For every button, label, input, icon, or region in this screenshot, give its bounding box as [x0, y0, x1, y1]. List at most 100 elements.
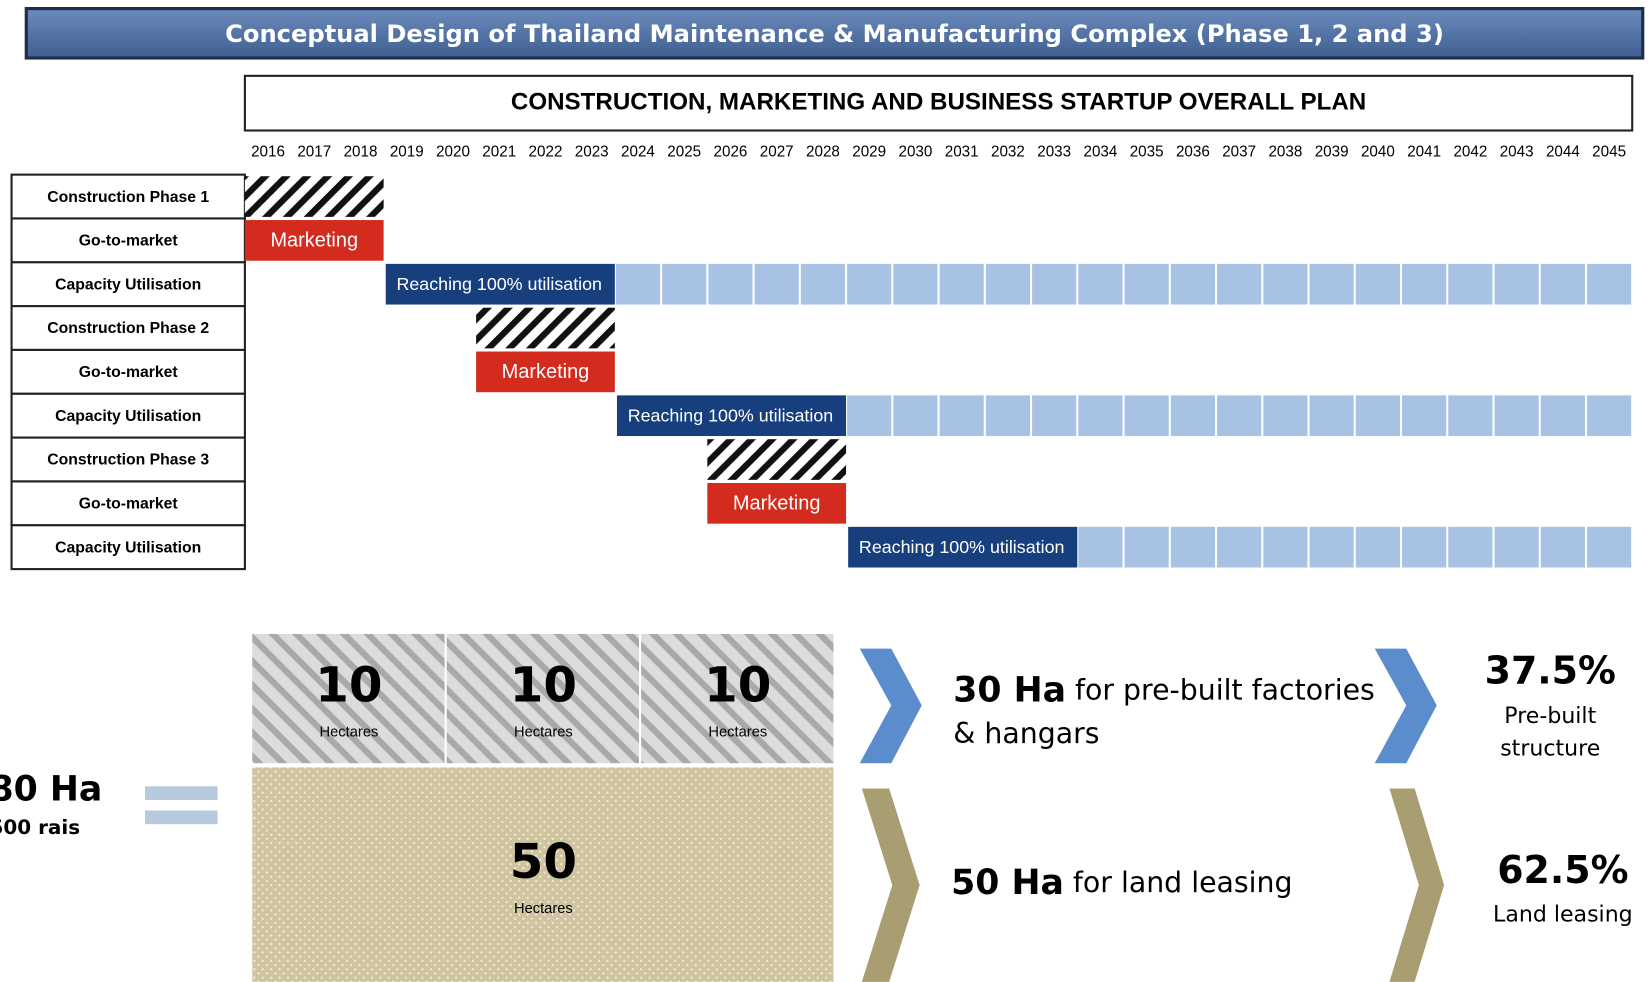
- year-label: 2039: [1315, 144, 1349, 161]
- year-label: 2020: [436, 144, 470, 161]
- construction-bar: [476, 307, 615, 349]
- chevron: [861, 788, 920, 982]
- bar-label: Marketing: [502, 361, 590, 383]
- row-label-box: [10, 436, 246, 483]
- full-utilisation-cell: [1355, 395, 1400, 437]
- leasing-block: [252, 767, 834, 982]
- pre-built-label: Pre-built: [1504, 704, 1596, 729]
- full-utilisation-cell: [847, 263, 892, 305]
- marketing-bar: [476, 351, 615, 393]
- year-label: 2042: [1453, 144, 1487, 161]
- year-label: 2025: [667, 144, 701, 161]
- full-utilisation-cell: [1217, 526, 1262, 568]
- full-utilisation-cell: [1263, 395, 1308, 437]
- full-utilisation-cell: [1540, 395, 1585, 437]
- row-label-box: [10, 348, 246, 395]
- plan-title-box: [243, 74, 1634, 132]
- row-label: Capacity Utilisation: [55, 539, 201, 556]
- full-utilisation-cell: [1032, 395, 1077, 437]
- full-utilisation-cell: [1263, 526, 1308, 568]
- equals-top: [145, 786, 218, 800]
- pre-built-pct: 37.5%: [1485, 648, 1616, 692]
- full-utilisation-cell: [1124, 263, 1169, 305]
- row-label: Capacity Utilisation: [55, 408, 201, 425]
- full-utilisation-cell: [1587, 263, 1632, 305]
- pre-built-line2: & hangars: [953, 717, 1099, 750]
- bar-label: Reaching 100% utilisation: [859, 537, 1065, 557]
- full-utilisation-cell: [939, 263, 984, 305]
- year-label: 2045: [1592, 144, 1626, 161]
- full-utilisation-cell: [1494, 263, 1539, 305]
- full-utilisation-cell: [1309, 395, 1354, 437]
- full-utilisation-cell: [1402, 263, 1447, 305]
- leasing-text: for land leasing: [1064, 866, 1293, 899]
- pre-built-block: [446, 633, 640, 764]
- leasing-block-value: 50: [510, 834, 577, 890]
- pre-built-label: structure: [1500, 737, 1600, 762]
- full-utilisation-cell: [1448, 395, 1493, 437]
- full-utilisation-cell: [1078, 263, 1123, 305]
- pre-built-line1: 30 Ha for pre-built factories: [953, 671, 1375, 711]
- full-utilisation-cell: [1540, 526, 1585, 568]
- year-label: 2024: [621, 144, 655, 161]
- gantt: 2016 2017 2018 2019 2020 2021 2022 2023 2024 2025…: [10, 144, 1632, 571]
- full-utilisation-cell: [1355, 526, 1400, 568]
- full-utilisation-cell: [1494, 395, 1539, 437]
- title: Conceptual Design of Thailand Maintenanc…: [225, 20, 1444, 48]
- ramp-bar: [385, 263, 615, 305]
- full-utilisation-cell: [1587, 395, 1632, 437]
- full-utilisation-cell: [1170, 526, 1215, 568]
- full-utilisation-cell: [662, 263, 707, 305]
- year-label: 2043: [1500, 144, 1534, 161]
- full-utilisation-cell: [1355, 263, 1400, 305]
- full-utilisation-cell: [1448, 526, 1493, 568]
- full-utilisation-cell: [1448, 263, 1493, 305]
- full-utilisation-cell: [985, 263, 1030, 305]
- full-utilisation-cell: [985, 395, 1030, 437]
- year-label: 2018: [344, 144, 378, 161]
- full-utilisation-cell: [1587, 526, 1632, 568]
- row-label-box: [10, 480, 246, 527]
- full-utilisation-cell: [1217, 263, 1262, 305]
- year-label: 2026: [714, 144, 748, 161]
- full-utilisation-cell: [1078, 526, 1123, 568]
- block-unit: Hectares: [708, 725, 767, 741]
- full-utilisation-cell: [1263, 263, 1308, 305]
- leasing-pct: 62.5%: [1497, 848, 1628, 892]
- bar-label: Marketing: [733, 493, 821, 515]
- full-utilisation-cell: [1217, 395, 1262, 437]
- full-utilisation-cell: [893, 263, 938, 305]
- row-label: Capacity Utilisation: [55, 276, 201, 293]
- full-utilisation-cell: [1402, 395, 1447, 437]
- row-label: Go-to-market: [79, 364, 179, 381]
- block-value: 10: [315, 658, 382, 714]
- bar-label: Reaching 100% utilisation: [396, 274, 602, 294]
- full-utilisation-cell: [1540, 263, 1585, 305]
- year-label: 2044: [1546, 144, 1580, 161]
- full-utilisation-cell: [1124, 526, 1169, 568]
- year-label: 2031: [945, 144, 979, 161]
- year-label: 2038: [1268, 144, 1302, 161]
- year-label: 2023: [575, 144, 609, 161]
- land-blocks: 10 Hectares 10 Hectares 10 Hectares: [252, 633, 834, 764]
- year-label: 2036: [1176, 144, 1210, 161]
- row-label: Go-to-market: [79, 496, 179, 513]
- marketing-bar: [707, 483, 847, 524]
- full-utilisation-cell: [1402, 526, 1447, 568]
- full-utilisation-cell: [708, 263, 753, 305]
- block-value: 10: [510, 658, 577, 714]
- row-label-box: [10, 524, 246, 571]
- year-label: 2019: [390, 144, 424, 161]
- block-unit: Hectares: [514, 725, 573, 741]
- year-label: 2028: [806, 144, 840, 161]
- year-label: 2033: [1037, 144, 1071, 161]
- full-utilisation-cell: [1309, 263, 1354, 305]
- full-utilisation-cell: [1032, 263, 1077, 305]
- ramp-bar: [616, 395, 847, 437]
- year-label: 2016: [251, 144, 285, 161]
- year-label: 2041: [1407, 144, 1441, 161]
- total-rais: 500 rais: [0, 815, 80, 839]
- year-label: 2032: [991, 144, 1025, 161]
- full-utilisation-cell: [1078, 395, 1123, 437]
- full-utilisation-cell: [800, 263, 846, 305]
